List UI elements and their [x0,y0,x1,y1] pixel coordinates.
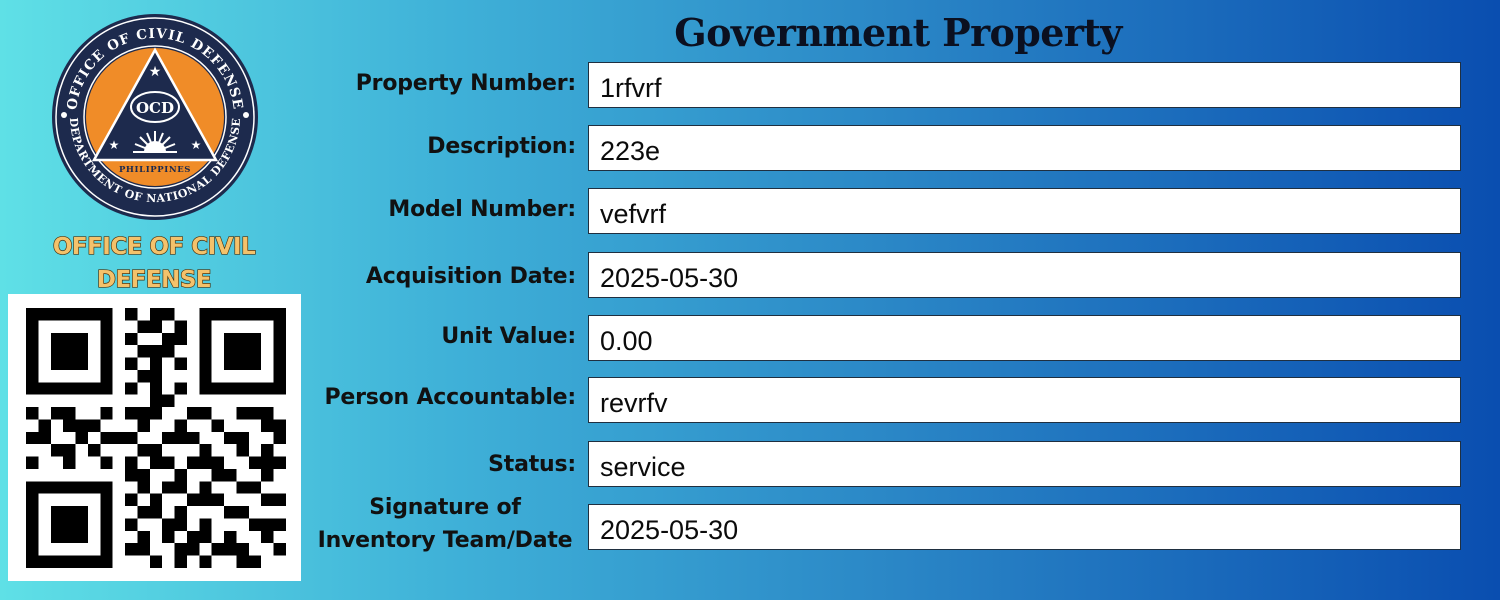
ocd-seal-logo: OFFICE OF CIVIL DEFENSE DEPARTMENT OF NA… [52,14,258,220]
org-name-line1: OFFICE OF CIVIL [52,233,256,260]
unit-value-field[interactable]: 0.00 [588,315,1461,361]
org-name-line2: DEFENSE [96,266,212,293]
model-number-field[interactable]: vefvrf [588,188,1461,234]
label-acquisition-date: Acquisition Date: [365,264,576,289]
qr-code-image [26,308,286,568]
label-signature-line1: Signature of [369,495,521,520]
org-name: OFFICE OF CIVIL DEFENSE [40,231,268,297]
seal-dot-left [61,112,67,118]
label-property-number: Property Number: [355,71,576,96]
label-unit-value: Unit Value: [441,324,576,349]
label-person-accountable: Person Accountable: [324,385,576,410]
seal-country-text: PHILIPPINES [119,165,191,175]
seal-center-oval [130,91,180,123]
star-icon: ★ [149,63,162,79]
star-icon: ★ [191,138,202,152]
seal-center-text: OCD [136,99,174,117]
seal-dot-right [243,112,249,118]
star-icon: ★ [109,138,120,152]
person-accountable-field[interactable]: revrfv [588,377,1461,423]
page-title: Government Property [674,10,1122,55]
signature-date-field[interactable]: 2025-05-30 [588,504,1461,550]
description-field[interactable]: 223e [588,125,1461,171]
status-field[interactable]: service [588,441,1461,487]
acquisition-date-field[interactable]: 2025-05-30 [588,252,1461,298]
property-number-field[interactable]: 1rfvrf [588,62,1461,108]
label-status: Status: [488,452,576,477]
qr-code [8,294,301,581]
label-description: Description: [427,134,576,159]
label-signature-line2: Inventory Team/Date [317,528,573,553]
label-model-number: Model Number: [388,197,576,222]
label-signature: Signature of Inventory Team/Date [314,491,576,557]
